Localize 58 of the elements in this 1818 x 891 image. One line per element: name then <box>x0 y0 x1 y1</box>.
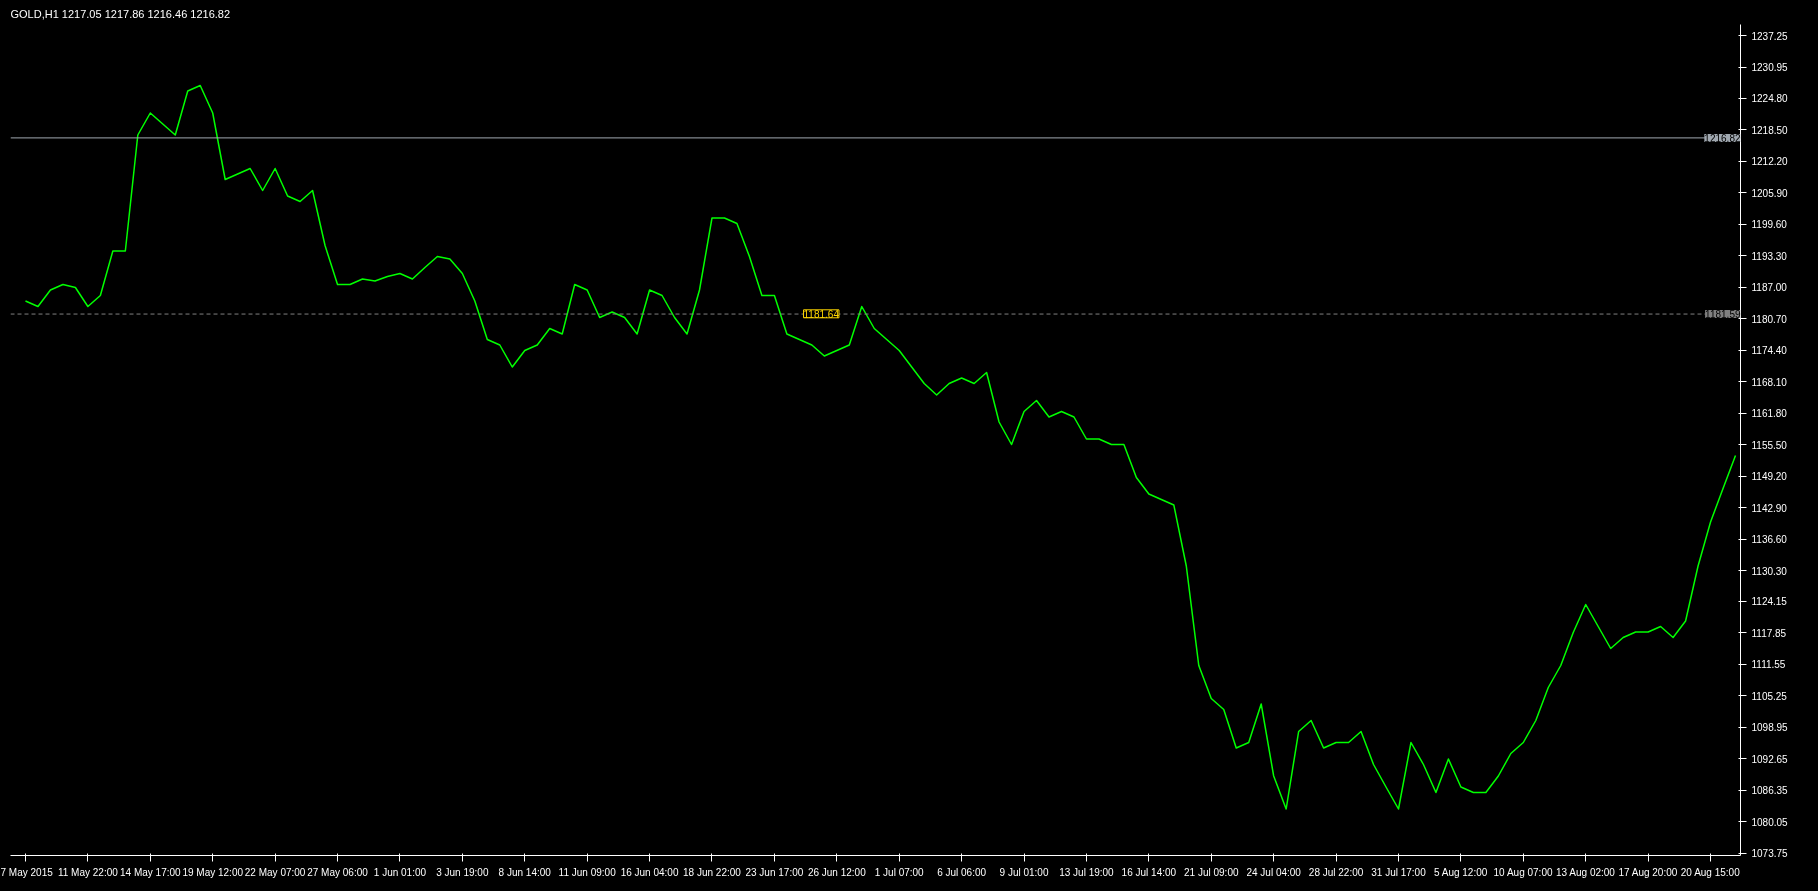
x-tick-label: 21 Jul 09:00 <box>1184 866 1239 878</box>
text: 1218.50 <box>1751 124 1788 136</box>
text: 1230.95 <box>1751 62 1788 74</box>
x-tick-label: 16 Jul 14:00 <box>1121 866 1177 878</box>
x-tick-label: 22 May 07:00 <box>244 866 306 878</box>
text: 1161.80 <box>1751 408 1787 419</box>
x-tick-label: 26 Jun 12:00 <box>807 866 867 878</box>
x-tick-label: 9 Jul 01:00 <box>999 866 1049 878</box>
x-tick-label: 5 Aug 12:00 <box>1433 866 1488 878</box>
ref-line-label: 1181.59 <box>1705 309 1741 321</box>
text: 1117.85 <box>1751 627 1787 639</box>
x-tick-label: 3 Jun 19:00 <box>436 866 489 878</box>
text: 1187.00 <box>1751 282 1787 293</box>
text: 1136.60 <box>1751 534 1787 545</box>
x-tick-label: 10 Aug 07:00 <box>1493 866 1553 878</box>
text: 1155.50 <box>1751 439 1787 451</box>
x-tick-label: 11 May 22:00 <box>57 866 119 878</box>
text: 1098.95 <box>1751 722 1788 734</box>
x-tick-label: 31 Jul 17:00 <box>1371 866 1427 878</box>
text: 1193.30 <box>1751 250 1787 262</box>
text: 1092.65 <box>1751 753 1788 765</box>
x-tick-label: 7 May 2015 <box>0 866 54 878</box>
text: 1205.90 <box>1751 187 1788 199</box>
x-tick-label: 1 Jun 01:00 <box>373 866 427 878</box>
text: 1073.75 <box>1751 848 1788 860</box>
text: 1130.30 <box>1751 565 1787 577</box>
text: 1212.20 <box>1751 156 1788 167</box>
x-tick-label: 28 Jul 22:00 <box>1308 866 1364 878</box>
text: 1168.10 <box>1751 376 1787 388</box>
x-tick-label: 19 May 12:00 <box>182 866 244 878</box>
x-tick-label: 8 Jun 14:00 <box>498 866 552 878</box>
chart-title: GOLD,H1 1217.05 1217.86 1216.46 1216.82 <box>10 7 231 20</box>
x-tick-label: 13 Jul 19:00 <box>1059 866 1115 878</box>
x-tick-label: 24 Jul 04:00 <box>1246 866 1302 878</box>
text: 1149.20 <box>1751 471 1787 482</box>
x-tick-label: 23 Jun 17:00 <box>745 866 804 878</box>
x-tick-label: 6 Jul 06:00 <box>937 866 987 878</box>
x-tick-label: 18 Jun 22:00 <box>683 866 742 878</box>
text: 1174.40 <box>1751 345 1787 356</box>
x-tick-label: 14 May 17:00 <box>120 866 182 878</box>
text: 1124.15 <box>1751 596 1787 608</box>
text: 1105.25 <box>1751 690 1787 702</box>
text: 1224.80 <box>1751 93 1788 104</box>
text: 1237.25 <box>1751 30 1788 42</box>
text: 1199.60 <box>1751 219 1787 230</box>
x-tick-label: 27 May 06:00 <box>307 866 369 878</box>
text: 1180.70 <box>1751 313 1787 325</box>
x-tick-label: 11 Jun 09:00 <box>558 866 617 878</box>
x-tick-label: 16 Jun 04:00 <box>620 866 679 878</box>
x-tick-label: 13 Aug 02:00 <box>1555 866 1616 878</box>
x-tick-label: 20 Aug 15:00 <box>1680 866 1741 878</box>
text: 1080.05 <box>1751 816 1788 828</box>
text: 1142.90 <box>1751 502 1787 514</box>
text: 1111.55 <box>1751 659 1786 671</box>
text: 1086.35 <box>1751 785 1788 797</box>
ref-line-label: 1216.82 <box>1704 132 1741 144</box>
x-tick-label: 1 Jul 07:00 <box>874 866 925 878</box>
x-tick-label: 17 Aug 20:00 <box>1618 866 1678 878</box>
